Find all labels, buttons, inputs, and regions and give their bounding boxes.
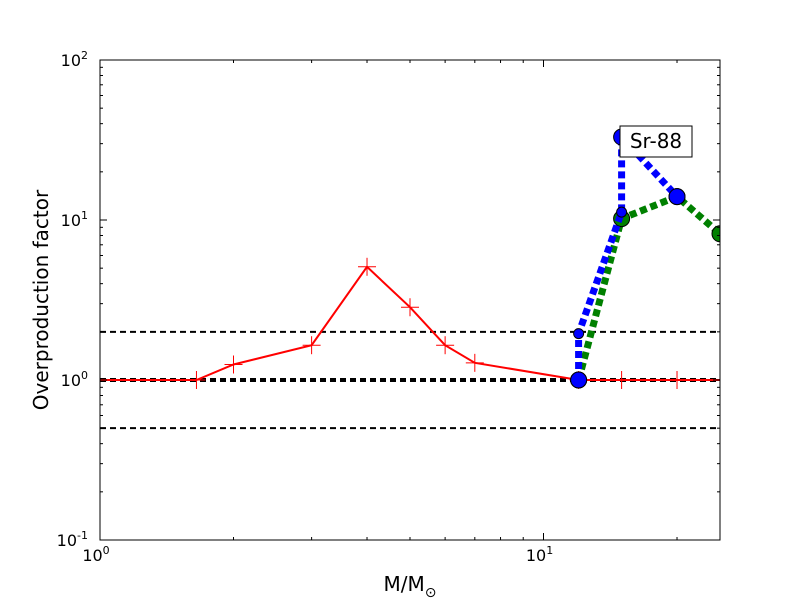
series-0-point-9 (612, 371, 631, 389)
plot-area (100, 128, 720, 430)
series-1-point-3 (711, 225, 720, 243)
series-2-point-2 (616, 206, 628, 218)
series-0-point-5 (401, 298, 419, 317)
series-0-point-3 (302, 336, 321, 355)
series-0-point-6 (436, 336, 455, 355)
annotation-label: Sr-88 (630, 129, 682, 153)
y-axis-label: Overproduction factor (29, 189, 53, 410)
annotation-frame (619, 125, 693, 158)
x-tick-label-1: 101 (526, 544, 553, 565)
series-2-line (575, 128, 680, 380)
x-axis-label: M/M⊙ (384, 572, 437, 600)
series-0-point-4 (358, 257, 377, 276)
y-tick-label-0: 10-1 (57, 529, 88, 550)
series-2-point-1 (573, 328, 585, 340)
y-tick-label-2: 101 (61, 209, 88, 230)
series-0-point-7 (465, 353, 484, 372)
series-0-point-2 (224, 355, 243, 374)
annotation-box: Sr-88 (619, 125, 693, 158)
series-0-point-10 (668, 371, 687, 389)
x-tick-label-0: 100 (82, 544, 109, 565)
y-tick-label-1: 100 (61, 369, 88, 390)
y-tick-label-3: 102 (61, 49, 88, 70)
series-2-point-4 (668, 188, 686, 206)
series-1-line (575, 192, 720, 381)
series-2-point-0 (570, 371, 588, 389)
series-0-line (100, 265, 720, 381)
series-0-point-1 (187, 371, 206, 389)
